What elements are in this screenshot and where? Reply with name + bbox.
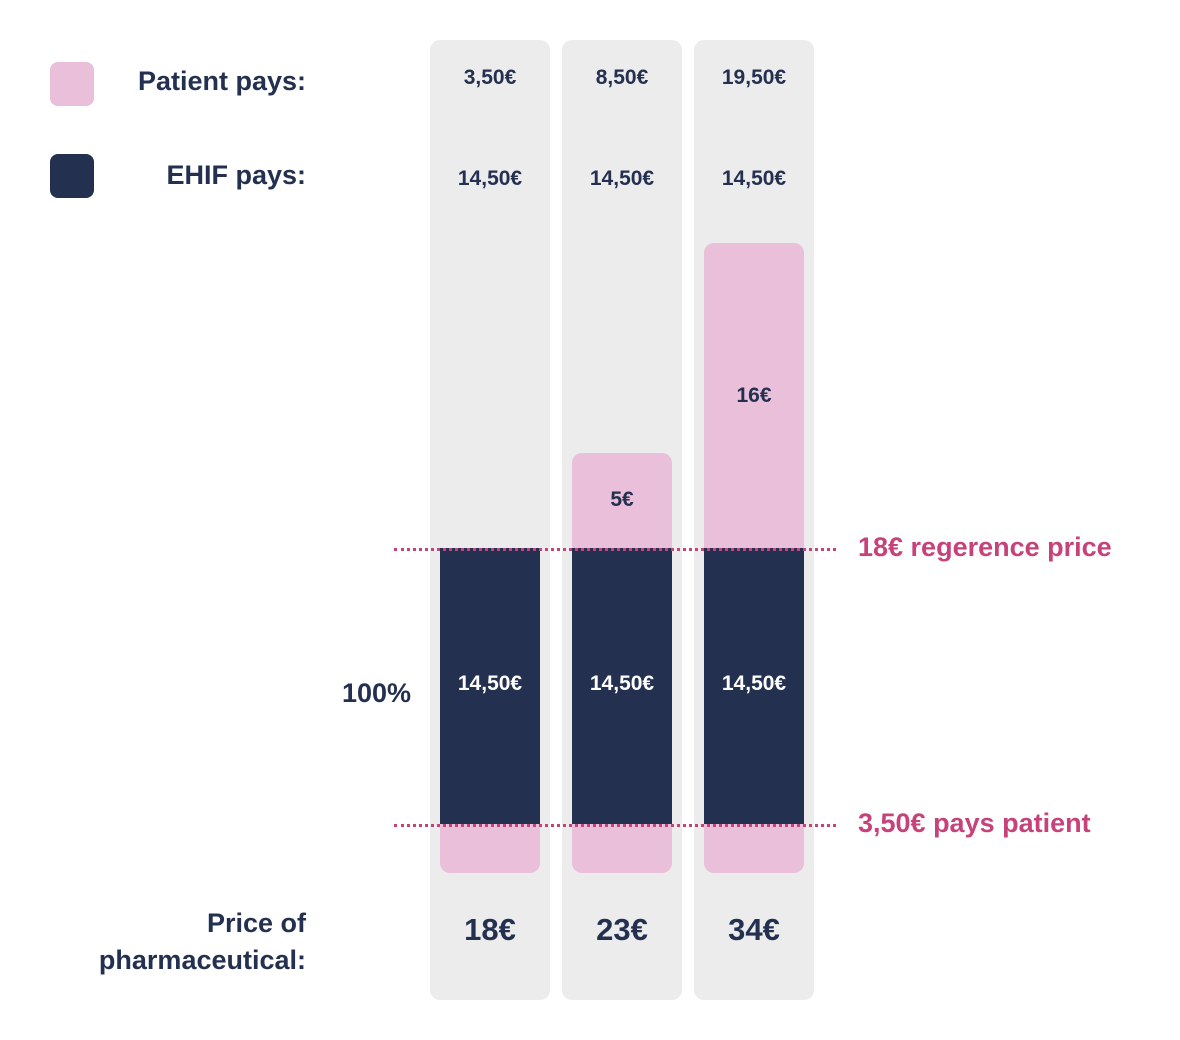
legend-ehif-label: EHIF pays: bbox=[166, 160, 306, 190]
price-label-line2: pharmaceutical: bbox=[98, 945, 306, 975]
reference-price-label: 18€ regerence price bbox=[858, 532, 1112, 562]
patient-pays-value: 19,50€ bbox=[721, 66, 787, 89]
percent-label: 100% bbox=[342, 678, 412, 708]
ehif-pays-value: 14,50€ bbox=[721, 167, 787, 190]
patient-fee-label: 3,50€ pays patient bbox=[858, 808, 1091, 838]
price-value: 23€ bbox=[596, 912, 648, 947]
ehif-bar-label: 14,50€ bbox=[457, 672, 523, 695]
ehif-pays-bar bbox=[440, 548, 540, 824]
legend-patient-swatch bbox=[50, 62, 94, 106]
ehif-pays-value: 14,50€ bbox=[589, 167, 655, 190]
patient-pays-value: 3,50€ bbox=[463, 66, 517, 89]
legend-ehif-swatch bbox=[50, 154, 94, 198]
ehif-pays-value: 14,50€ bbox=[457, 167, 523, 190]
patient-pays-value: 8,50€ bbox=[595, 66, 649, 89]
ehif-pays-bar bbox=[572, 548, 672, 824]
patient-extra-label: 16€ bbox=[736, 383, 772, 407]
price-label-line1: Price of bbox=[206, 908, 306, 938]
reference-price-line bbox=[394, 548, 836, 551]
patient-fee-line bbox=[394, 824, 836, 827]
ehif-pays-bar bbox=[704, 548, 804, 824]
patient-extra-label: 5€ bbox=[610, 488, 634, 512]
ehif-bar-label: 14,50€ bbox=[589, 672, 655, 695]
price-value: 34€ bbox=[728, 912, 780, 947]
price-value: 18€ bbox=[464, 912, 516, 947]
legend-patient-label: Patient pays: bbox=[137, 66, 306, 96]
ehif-bar-label: 14,50€ bbox=[721, 672, 787, 695]
